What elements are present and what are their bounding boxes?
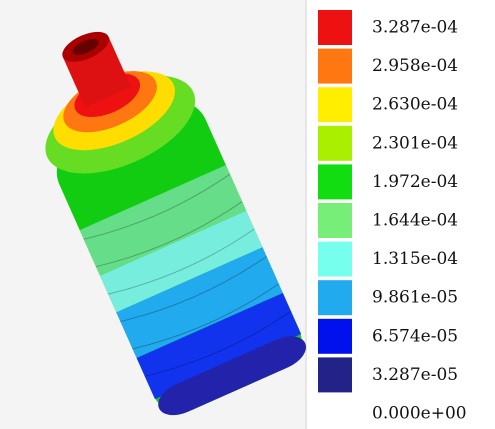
legend-label: 3.287e-04 [372,18,458,38]
legend: 3.287e-04 2.958e-04 2.630e-04 2.301e-04 1.97… [318,10,467,424]
page: {"legend": { "labels": ["3.287e-04", "2.… [0,0,495,429]
legend-label: 9.861e-05 [372,288,458,308]
legend-swatch [318,126,352,161]
legend-label: 1.972e-04 [372,172,458,192]
legend-swatch [318,87,352,122]
legend-label: 3.287e-05 [372,365,458,385]
legend-label: 6.574e-05 [372,326,458,346]
legend-swatch [318,49,352,84]
legend-label: 2.958e-04 [372,56,458,76]
legend-swatch [318,280,352,315]
screen: 3.287e-04 2.958e-04 2.630e-04 2.301e-04 1.97… [0,0,495,429]
legend-label: 1.644e-04 [372,211,458,231]
legend-label: 2.301e-04 [372,133,458,153]
legend-swatch [318,357,352,392]
legend-swatch [318,164,352,199]
legend-swatch [318,203,352,238]
legend-swatch [318,319,352,354]
legend-label: 0.000e+00 [372,404,467,424]
legend-label: 2.630e-04 [372,95,458,115]
legend-swatch [318,10,352,45]
legend-swatch [318,242,352,277]
legend-label: 1.315e-04 [372,249,458,269]
